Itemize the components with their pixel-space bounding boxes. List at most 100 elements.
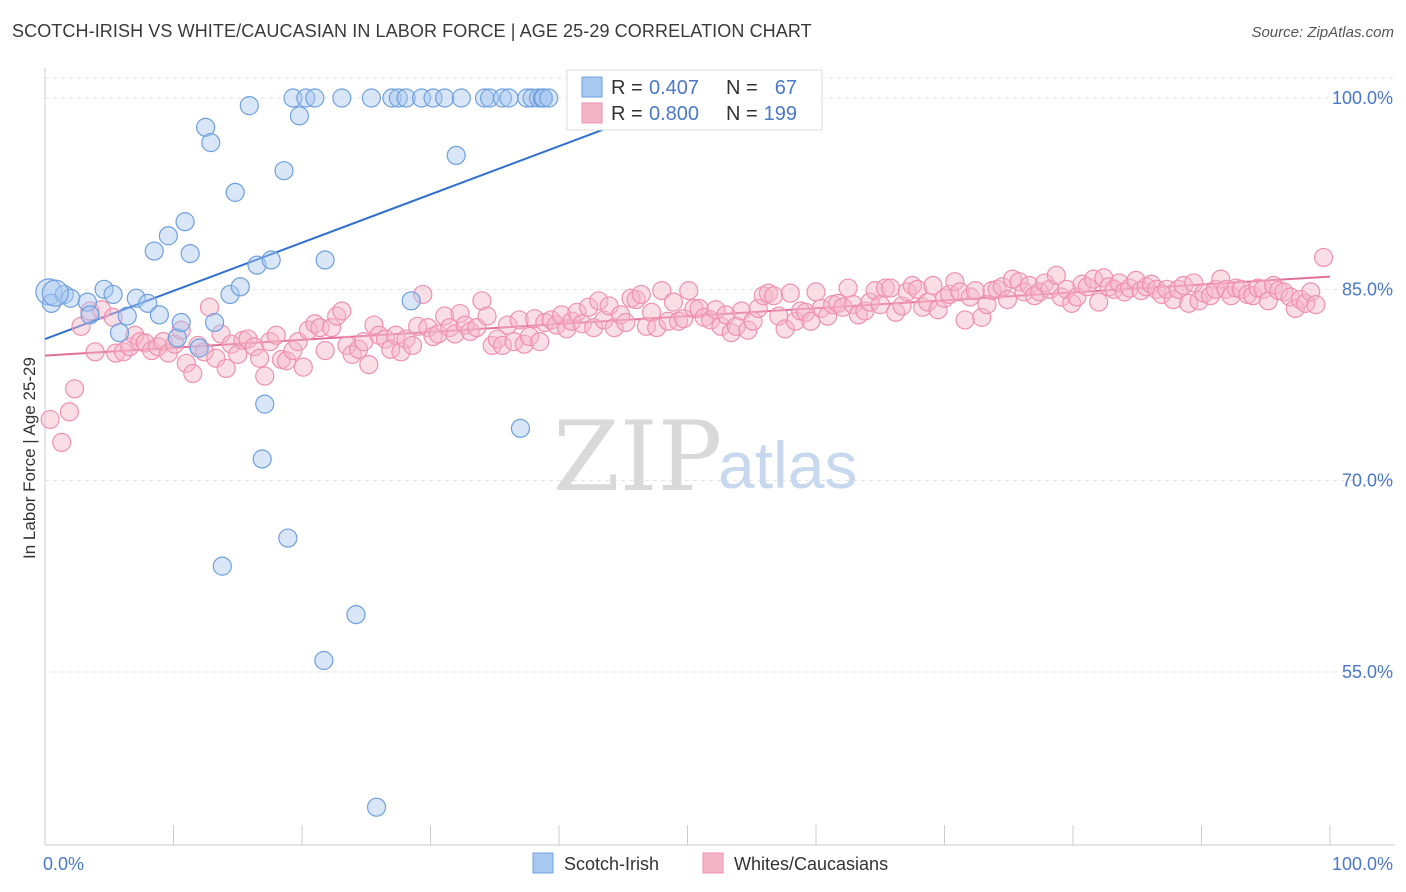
scotch-irish-point [492,88,513,108]
scotch-irish-point [175,212,195,232]
scotch-irish-point [451,88,471,108]
scotch-irish-point [305,88,325,108]
scotch-irish-point [158,226,178,246]
white-point [880,278,901,298]
white-point [1216,279,1236,299]
grid-lines [45,77,1395,673]
white-point [758,283,779,303]
white-point [663,292,683,312]
scotch-irish-point [261,250,281,270]
white-point [1019,275,1039,296]
white-point [1274,282,1294,302]
white-point [255,366,275,386]
white-point [796,302,816,322]
white-point [492,335,513,356]
white-point [1109,273,1129,293]
white-point [1040,279,1060,299]
bottom-legend: Scotch-Irish Whites/Caucasians [532,852,888,874]
scotch-irish-point [247,255,267,275]
white-point [408,316,428,336]
white-point [1184,273,1204,293]
white-point [907,279,928,299]
white-point [843,295,863,315]
white-point [1099,277,1119,297]
watermark-atlas: atlas [718,428,857,502]
white-point [658,311,678,331]
scotch-irish-point [103,284,123,305]
white-point [59,402,80,422]
white-point [1263,275,1284,296]
white-point [1146,279,1167,299]
scotch-irish-point [80,305,100,325]
legend-r-value-1: 0.407 [649,77,699,99]
white-point [125,325,145,345]
white-point [775,319,795,339]
scotch-irish-point [533,88,554,108]
white-point [1114,282,1135,302]
scotch-irish-point [435,88,455,108]
white-point [1119,278,1140,298]
scotch-irish-point [94,279,114,299]
white-point [1046,265,1066,285]
bottom-legend-swatch-scotch-irish [532,852,554,874]
scotch-irish-point [510,418,531,438]
white-point [955,310,975,330]
axes [44,68,1395,846]
scotch-irish-point [411,88,432,108]
watermark: ZIP atlas [553,401,857,513]
white-point [616,312,636,333]
scotch-irish-point [205,312,225,333]
white-point [721,323,741,343]
white-point [997,289,1018,310]
white-point [1067,287,1087,307]
white-point [472,291,492,311]
scotch-irish-point [255,394,275,414]
white-point [546,315,567,335]
white-point [321,318,342,338]
white-point [902,275,922,296]
scotch-irish-point [167,328,187,348]
scotch-irish-point [446,145,466,165]
white-point [1290,289,1311,310]
white-point [972,307,992,327]
bottom-legend-swatch-whites [702,852,724,874]
white-point [763,286,784,306]
white-point [509,310,529,330]
white-point [106,343,126,363]
white-point [780,283,800,303]
white-point [652,281,672,301]
scotch-irish-point [126,288,146,308]
scotch-irish-point [117,306,137,326]
white-point [1072,274,1092,294]
scotch-irish-point [220,284,240,305]
white-point [647,318,667,338]
white-point [960,287,980,307]
white-point [1126,270,1146,291]
white-point [85,342,105,362]
scotch-irish-point [346,604,366,625]
legend-n-label-1: N = [726,77,758,99]
scotch-irish-point [423,88,443,108]
bottom-legend-label-scotch-irish: Scotch-Irish [564,854,659,874]
white-point [332,301,352,321]
legend-swatch-whites [581,102,603,124]
scotch-irish-point [180,244,200,264]
white-point [206,348,226,368]
white-point [541,310,561,330]
white-point [249,348,270,368]
white-point [327,306,347,326]
scotch-irish-point [212,556,232,576]
white-point [391,342,411,362]
white-point [244,337,265,357]
legend-n-value-2: 199 [764,103,797,125]
white-point [913,297,933,317]
white-point [428,324,448,344]
scotch-irish-point [41,279,69,307]
white-point [530,332,550,352]
white-point [928,300,948,320]
scotch-irish-point [189,338,209,358]
white-point [418,318,438,338]
scotch-irish-point [225,182,245,202]
white-point [450,303,470,324]
